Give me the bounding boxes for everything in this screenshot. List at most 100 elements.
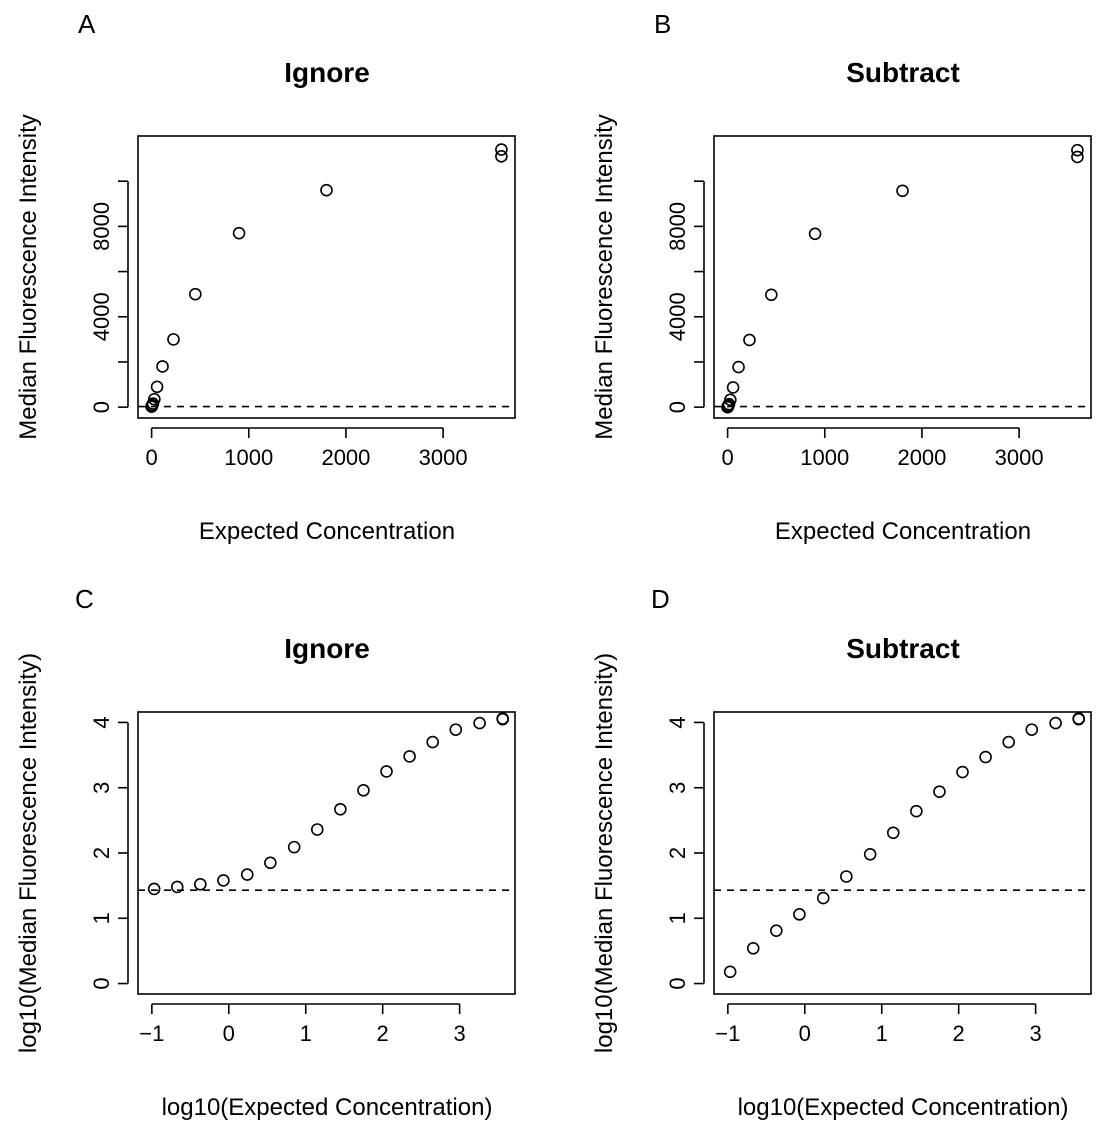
- data-point-c: [496, 712, 509, 725]
- panel-title-a: Ignore: [284, 57, 370, 88]
- x-axis-label-c: log10(Expected Concentration): [162, 1094, 493, 1121]
- data-point-b: [732, 360, 745, 374]
- x-tick-label-d: 1: [876, 1021, 888, 1046]
- y-tick-label-c: 2: [89, 847, 114, 859]
- x-tick-label-c: 2: [377, 1021, 389, 1046]
- panel-a: A Ignore Expected Concentration Median F…: [15, 9, 516, 545]
- y-tick-label-a: 4000: [89, 292, 114, 341]
- data-point-d: [1025, 723, 1039, 736]
- x-tick-label-c: −1: [139, 1021, 164, 1046]
- data-point-d: [863, 848, 877, 861]
- plot-frame-b: [713, 135, 1092, 419]
- panel-letter-d: D: [651, 584, 670, 614]
- data-point-d: [793, 908, 806, 921]
- x-tick-label-a: 1000: [224, 445, 273, 470]
- panel-title-d: Subtract: [846, 633, 960, 664]
- data-point-b: [808, 227, 822, 241]
- plot-content-d: −1 0 1 2 3 0 1 2 3 4: [665, 712, 1091, 1046]
- data-point-c: [449, 723, 463, 736]
- plot-frame-d: [713, 711, 1092, 995]
- x-axis-label-d: log10(Expected Concentration): [738, 1094, 1069, 1121]
- x-tick-label-a: 2000: [321, 445, 370, 470]
- panel-letter-a: A: [78, 9, 96, 39]
- data-point-a: [148, 392, 161, 406]
- panel-letter-b: B: [654, 9, 671, 39]
- y-axis-label-d: log10(Median Fluorescence Intensity): [591, 653, 618, 1053]
- x-tick-label-d: 0: [799, 1021, 811, 1046]
- x-tick-label-d: −1: [715, 1021, 740, 1046]
- data-point-a: [495, 143, 508, 156]
- y-tick-label-b: 8000: [665, 202, 690, 251]
- data-point-b: [1071, 150, 1084, 164]
- x-axis-label-a: Expected Concentration: [199, 518, 455, 545]
- data-point-b: [765, 288, 778, 302]
- data-point-a: [150, 380, 164, 394]
- data-point-a: [232, 226, 246, 240]
- data-point-c: [310, 823, 324, 836]
- y-tick-label-d: 0: [665, 977, 690, 989]
- data-point-d: [816, 891, 830, 905]
- x-tick-label-d: 2: [953, 1021, 965, 1046]
- data-point-c: [240, 868, 254, 881]
- panel-title-b: Subtract: [846, 57, 960, 88]
- y-tick-label-c: 4: [89, 716, 114, 728]
- x-tick-label-b: 2000: [897, 445, 946, 470]
- x-tick-label-b: 3000: [995, 445, 1044, 470]
- panel-d: D Subtract log10(Expected Concentration)…: [591, 584, 1092, 1121]
- data-point-c: [473, 716, 486, 730]
- data-point-a: [320, 183, 333, 197]
- data-point-c: [217, 874, 230, 887]
- data-point-d: [840, 870, 853, 883]
- data-point-a: [189, 287, 202, 301]
- data-point-a: [495, 150, 508, 163]
- data-point-d: [910, 804, 923, 818]
- y-tick-label-d: 2: [665, 847, 690, 859]
- data-point-c: [170, 880, 184, 894]
- data-point-d: [746, 942, 760, 955]
- data-point-a: [167, 333, 180, 346]
- data-point-c: [264, 856, 277, 870]
- data-point-c: [147, 882, 161, 896]
- plot-content-b: 0 1000 2000 3000 0 4000 8000: [665, 143, 1091, 470]
- x-axis-label-b: Expected Concentration: [775, 518, 1031, 545]
- data-point-d: [1002, 735, 1015, 749]
- data-point-c: [426, 735, 439, 749]
- y-tick-label-b: 4000: [665, 292, 690, 341]
- x-tick-label-b: 1000: [800, 445, 849, 470]
- panel-b: B Subtract Expected Concentration Median…: [591, 9, 1092, 545]
- y-axis-label-c: log10(Median Fluorescence Intensity): [15, 653, 42, 1053]
- data-point-c: [380, 765, 393, 778]
- y-tick-label-c: 1: [89, 912, 114, 924]
- x-tick-label-c: 1: [300, 1021, 312, 1046]
- y-tick-label-d: 3: [665, 782, 690, 794]
- data-point-c: [357, 784, 370, 797]
- y-tick-label-c: 3: [89, 782, 114, 794]
- panel-letter-c: C: [75, 584, 94, 614]
- data-point-c: [334, 802, 347, 816]
- y-tick-label-a: 0: [89, 401, 114, 413]
- data-point-a: [156, 360, 169, 373]
- y-tick-label-c: 0: [89, 977, 114, 989]
- y-axis-label-b: Median Fluorescence Intensity: [591, 114, 618, 440]
- data-point-d: [1072, 712, 1085, 725]
- y-tick-label-d: 4: [665, 716, 690, 728]
- data-point-d: [956, 765, 969, 779]
- x-tick-label-a: 0: [145, 445, 157, 470]
- panel-title-c: Ignore: [284, 633, 370, 664]
- data-point-b: [724, 393, 737, 407]
- data-point-c: [194, 878, 207, 891]
- x-tick-label-a: 3000: [419, 445, 468, 470]
- data-point-b: [896, 184, 909, 198]
- x-tick-label-c: 0: [223, 1021, 235, 1046]
- panel-c: C Ignore log10(Expected Concentration) l…: [15, 584, 516, 1121]
- data-point-b: [1071, 143, 1084, 157]
- data-point-c: [403, 750, 416, 763]
- y-tick-label-d: 1: [665, 912, 690, 924]
- data-point-d: [1049, 716, 1062, 730]
- y-tick-label-b: 0: [665, 401, 690, 413]
- data-point-c: [287, 840, 301, 854]
- data-point-b: [743, 333, 756, 347]
- data-point-d: [723, 965, 737, 979]
- x-tick-label-b: 0: [721, 445, 733, 470]
